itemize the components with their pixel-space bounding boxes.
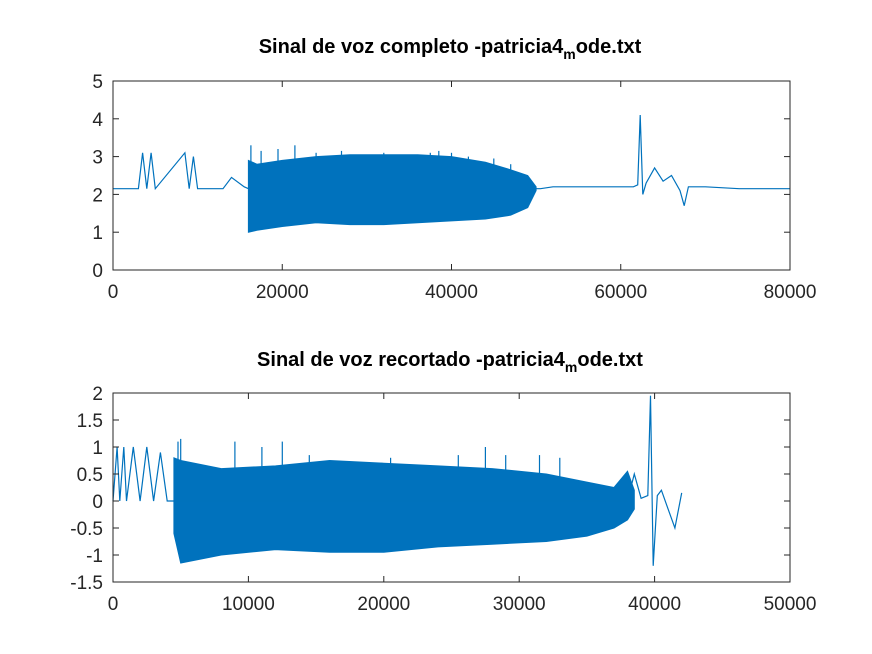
x-tick-label: 20000 (256, 282, 309, 303)
y-tick-label: -1 (86, 546, 103, 567)
y-tick-label: 3 (92, 148, 103, 169)
y-tick-label: 0 (92, 261, 103, 282)
x-tick-label: 0 (108, 282, 119, 303)
x-tick-label: 20000 (357, 594, 410, 615)
chart-title: Sinal de voz recortado -patricia4mode.tx… (257, 349, 643, 375)
x-tick-label: 60000 (594, 282, 647, 303)
y-tick-label: 2 (92, 384, 103, 405)
y-tick-label: 2 (92, 185, 103, 206)
chart-panel-complete-signal: Sinal de voz completo -patricia4mode.txt… (92, 36, 816, 303)
x-tick-label: 50000 (764, 594, 817, 615)
y-tick-label: 0 (92, 492, 103, 513)
y-tick-label: -0.5 (70, 519, 103, 540)
y-tick-label: 1 (92, 223, 103, 244)
chart-title: Sinal de voz completo -patricia4mode.txt (259, 36, 642, 62)
line-series-complete (113, 114, 790, 233)
y-tick-label: 4 (92, 110, 103, 131)
x-tick-label: 40000 (425, 282, 478, 303)
signal-line (112, 395, 683, 566)
x-tick-label: 10000 (222, 594, 275, 615)
line-series-trimmed (112, 395, 683, 566)
y-tick-label: 0.5 (77, 465, 103, 486)
y-tick-label: 5 (92, 72, 103, 93)
signal-band (247, 154, 537, 233)
signal-line (113, 114, 790, 206)
axis-ticks: 0 10000 20000 30000 40000 50000 -1.5 -1 -0.5 0 0.5… (70, 384, 816, 615)
chart-panel-trimmed-signal: Sinal de voz recortado -patricia4mode.tx… (70, 349, 816, 615)
y-tick-label: 1 (92, 438, 103, 459)
plot-area-frame (112, 392, 791, 583)
x-tick-label: 40000 (628, 594, 681, 615)
x-tick-label: 80000 (764, 282, 817, 303)
axis-ticks: 0 20000 40000 60000 80000 0 1 2 3 4 5 (92, 72, 816, 303)
signal-band (173, 457, 635, 564)
x-tick-label: 30000 (493, 594, 546, 615)
x-tick-label: 0 (108, 594, 119, 615)
y-tick-label: -1.5 (70, 573, 103, 594)
y-tick-label: 1.5 (77, 411, 103, 432)
